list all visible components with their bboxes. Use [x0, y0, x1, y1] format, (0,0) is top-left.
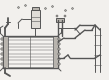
- Circle shape: [58, 38, 60, 40]
- Circle shape: [1, 53, 3, 55]
- Circle shape: [58, 48, 60, 50]
- Bar: [53, 36, 58, 68]
- Circle shape: [56, 15, 58, 17]
- Circle shape: [58, 53, 60, 55]
- Circle shape: [1, 48, 3, 50]
- Bar: [8, 37, 53, 67]
- Circle shape: [1, 38, 3, 40]
- Circle shape: [1, 63, 3, 65]
- Bar: [56, 18, 64, 22]
- Circle shape: [64, 15, 66, 17]
- Bar: [3, 36, 8, 68]
- Bar: [32, 7, 39, 10]
- Circle shape: [58, 43, 60, 45]
- Bar: [3, 36, 58, 68]
- Bar: [31, 10, 40, 28]
- Circle shape: [58, 63, 60, 65]
- Circle shape: [58, 58, 60, 60]
- Circle shape: [1, 43, 3, 45]
- Circle shape: [1, 58, 3, 60]
